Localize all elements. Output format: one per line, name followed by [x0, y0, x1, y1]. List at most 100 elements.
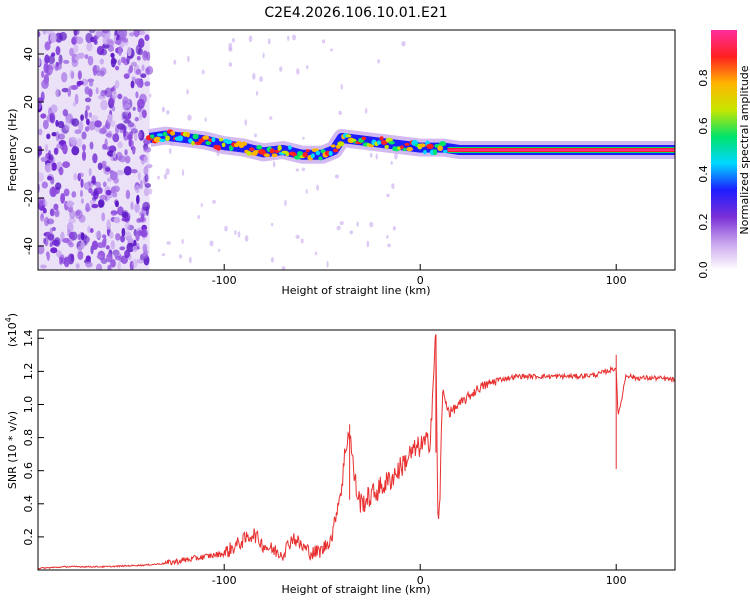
noise-blob [130, 169, 138, 174]
y-tick-label: 20 [22, 95, 35, 109]
noise-blob [124, 249, 131, 259]
noise-blob [38, 128, 43, 136]
noise-speck [375, 153, 379, 160]
noise-speck [272, 161, 276, 168]
spectrogram-panel: -100 0 100 -40 -20 0 20 40 Height of straight l… [6, 29, 676, 297]
noise-blob [42, 30, 47, 35]
noise-blob [87, 120, 96, 131]
noise-speck [386, 193, 390, 198]
noise-blob [145, 205, 149, 216]
noise-speck [391, 183, 395, 189]
noise-blob [54, 182, 62, 191]
signal-speckle [159, 138, 166, 142]
noise-blob [132, 245, 138, 253]
noise-blob [100, 89, 106, 97]
noise-speck [295, 168, 299, 172]
noise-blob [53, 203, 59, 211]
noise-speck [157, 175, 160, 180]
colorbar-label: Normalized spectral amplitude [738, 65, 750, 234]
colorbar-tick-label: 0.6 [697, 117, 710, 135]
noise-blob [107, 45, 115, 52]
noise-blob [50, 176, 55, 185]
signal-speckle [177, 135, 184, 142]
noise-speck [197, 214, 200, 219]
noise-speck [178, 254, 183, 259]
noise-speck [201, 69, 205, 75]
noise-blob [136, 79, 144, 88]
noise-speck [387, 243, 391, 248]
signal-speckle [156, 133, 163, 137]
noise-speck [300, 238, 304, 244]
noise-speck [186, 89, 189, 95]
noise-speck [181, 238, 184, 244]
signal-speckle [216, 145, 221, 151]
snr-ylabel: SNR (10 * v/v) [6, 411, 19, 489]
noise-speck [369, 221, 374, 228]
noise-speck [228, 62, 233, 67]
colorbar-tick-label: 0.8 [697, 69, 710, 87]
spectrogram-ylabel: Frequency (Hz) [6, 109, 19, 192]
snr-plot-area [38, 330, 675, 570]
noise-blob [55, 61, 60, 67]
noise-speck [163, 173, 168, 180]
noise-speck [306, 64, 309, 70]
snr-multiplier-base: (x10 [6, 322, 19, 347]
noise-blob [51, 162, 57, 171]
noise-blob [93, 39, 98, 45]
noise-blob [106, 130, 113, 139]
noise-blob [140, 212, 145, 222]
snr-ticks: -100 0 100 0.2 0.4 0.6 0.8 1.0 1.2 1.4 [22, 330, 627, 587]
noise-blob [85, 255, 91, 262]
noise-blob [144, 173, 149, 183]
x-tick-label: 100 [606, 574, 627, 587]
noise-blob [116, 30, 124, 36]
y-tick-label: 0 [22, 147, 35, 154]
noise-blob [71, 191, 77, 198]
noise-blob [76, 52, 85, 59]
x-tick-label: -100 [212, 274, 237, 287]
signal-speckle [315, 150, 321, 156]
noise-blob [123, 165, 132, 176]
noise-blob [90, 115, 99, 123]
colorbar-scale [711, 30, 737, 270]
noise-blob [78, 214, 86, 223]
noise-blob [126, 242, 135, 253]
noise-blob [67, 88, 72, 97]
signal-speckle [337, 141, 345, 147]
noise-blob [99, 194, 108, 201]
noise-blob [88, 187, 93, 194]
noise-blob [97, 199, 103, 208]
noise-speck [161, 106, 166, 113]
noise-blob [61, 71, 68, 83]
noise-speck [217, 248, 221, 252]
noise-blob [114, 39, 122, 45]
noise-blob [75, 263, 80, 269]
noise-blob [61, 87, 69, 93]
colorbar-tick-label: 0.0 [697, 261, 710, 279]
y-tick-label: 0.8 [22, 429, 35, 447]
noise-speck [338, 110, 342, 115]
noise-blob [50, 247, 58, 254]
signal-speckle [400, 145, 404, 150]
noise-blob [93, 190, 99, 200]
signal-speckle [248, 147, 255, 152]
noise-blob [55, 131, 60, 142]
noise-blob [85, 32, 93, 44]
signal-speckle [162, 131, 168, 137]
noise-blob [95, 231, 102, 239]
noise-blob [124, 155, 131, 164]
noise-speck [269, 116, 273, 120]
noise-speck [187, 114, 192, 121]
noise-blob [81, 144, 86, 152]
noise-blob [87, 180, 92, 186]
noise-blob [114, 200, 119, 208]
noise-blob [62, 109, 69, 117]
noise-blob [99, 58, 105, 65]
noise-blob [77, 234, 81, 241]
noise-blob [124, 214, 131, 223]
noise-blob [132, 145, 136, 155]
noise-blob [49, 112, 56, 124]
noise-speck [279, 66, 283, 72]
noise-blob [89, 199, 96, 205]
